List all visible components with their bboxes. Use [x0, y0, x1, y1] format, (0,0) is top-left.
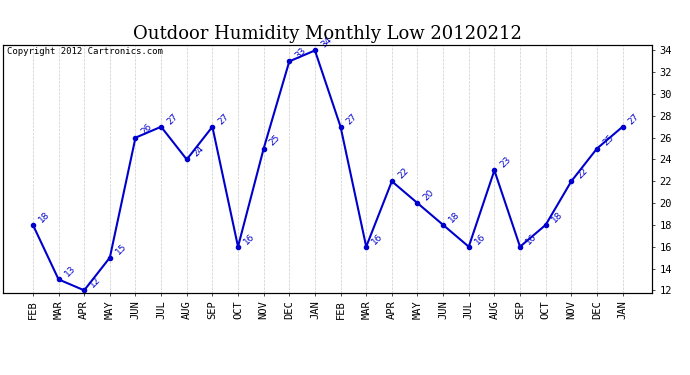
Text: 27: 27: [627, 112, 641, 126]
Text: 22: 22: [575, 166, 590, 180]
Text: 18: 18: [447, 210, 462, 224]
Text: 16: 16: [524, 231, 539, 246]
Text: 24: 24: [191, 144, 205, 159]
Text: 25: 25: [601, 134, 615, 148]
Text: 34: 34: [319, 35, 333, 50]
Text: 16: 16: [473, 231, 487, 246]
Text: 23: 23: [499, 155, 513, 170]
Text: 16: 16: [242, 231, 257, 246]
Text: 27: 27: [345, 112, 359, 126]
Text: 20: 20: [422, 188, 436, 202]
Text: 25: 25: [268, 134, 282, 148]
Text: 22: 22: [396, 166, 411, 180]
Text: 33: 33: [293, 46, 308, 61]
Text: 15: 15: [114, 242, 128, 257]
Text: 12: 12: [88, 275, 103, 290]
Title: Outdoor Humidity Monthly Low 20120212: Outdoor Humidity Monthly Low 20120212: [133, 26, 522, 44]
Text: 26: 26: [139, 123, 154, 137]
Text: 27: 27: [166, 112, 179, 126]
Text: 27: 27: [217, 112, 231, 126]
Text: 18: 18: [550, 210, 564, 224]
Text: 13: 13: [63, 264, 77, 279]
Text: 18: 18: [37, 210, 52, 224]
Text: 16: 16: [371, 231, 385, 246]
Text: Copyright 2012 Cartronics.com: Copyright 2012 Cartronics.com: [7, 48, 163, 57]
